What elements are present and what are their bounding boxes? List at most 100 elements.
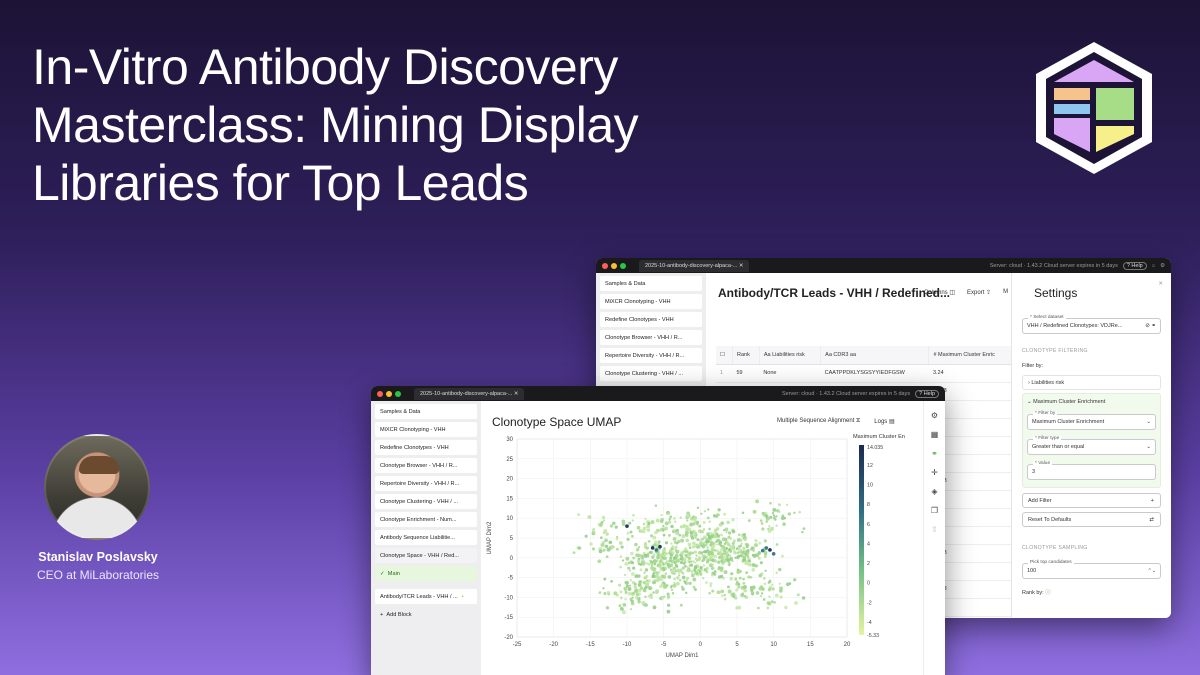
minimize-window-button[interactable]	[611, 262, 617, 269]
liabilities-cell: None	[759, 364, 821, 383]
scatter-point	[751, 585, 756, 589]
column-header-cdr3[interactable]: Aa CDR3 aa	[820, 346, 930, 365]
layers-icon[interactable]: ◈	[931, 487, 938, 496]
column-header-liabilities[interactable]: Aa Liabilities risk	[759, 346, 822, 365]
scatter-point	[680, 550, 685, 555]
scatter-point	[696, 559, 699, 562]
umap-scatter-plot[interactable]: -25 -20 -15 -10 -5 0 5 10 15 20-20-15-10-50510152…	[481, 431, 921, 675]
scatter-point	[721, 562, 725, 566]
scatter-point	[745, 543, 750, 547]
scatter-point	[602, 587, 605, 590]
scatter-point	[659, 561, 664, 566]
logs-button[interactable]: Logs ▤	[874, 419, 895, 425]
sidebar-item-browser[interactable]: Clonotype Browser - VHH / R...	[600, 330, 702, 345]
column-header-rank[interactable]: Rank	[732, 346, 760, 365]
scatter-point	[742, 546, 746, 550]
scatter-point	[725, 530, 728, 534]
scatter-point	[759, 594, 763, 598]
scatter-point	[618, 604, 622, 608]
sidebar-item-clustering[interactable]: Clonotype Clustering - VHH / ...	[600, 366, 702, 381]
toolbar: Columns ◫ Export ⇪ M	[924, 289, 1008, 296]
scatter-point	[693, 565, 698, 569]
columns-button[interactable]: Columns ◫	[924, 290, 956, 296]
crosshair-icon[interactable]: ✛	[931, 468, 938, 477]
sidebar-item-clustering[interactable]: Clonotype Clustering - VHH / ...	[375, 494, 477, 509]
scatter-point	[750, 591, 755, 596]
pick-top-candidates-input[interactable]: Pick top candidates 100 ⌃⌄	[1022, 560, 1161, 579]
sidebar-item-enrichment[interactable]: Clonotype Enrichment - Num...	[375, 512, 477, 527]
colorbar	[859, 445, 864, 635]
close-window-button[interactable]	[377, 390, 383, 397]
select-dataset-field[interactable]: * Select dataset VHH / Redefined Clonoty…	[1022, 315, 1161, 334]
scatter-point	[772, 514, 776, 517]
scatter-point	[743, 537, 747, 542]
add-block-button[interactable]: + Add Block	[380, 611, 412, 618]
notifications-icon[interactable]: ⌂	[1151, 262, 1156, 269]
scatter-point	[731, 592, 736, 597]
scatter-point	[627, 561, 631, 565]
scatter-point	[771, 587, 775, 591]
minimize-window-button[interactable]	[386, 390, 392, 397]
scatter-point	[769, 515, 773, 519]
filter-by-select[interactable]: * Filter by Maximum Cluster Enrichment ⌄	[1027, 411, 1156, 430]
filter-item-enrichment-header[interactable]: ⌄ Maximum Cluster Enrichment	[1027, 399, 1106, 405]
value-input[interactable]: * Value 3	[1027, 461, 1156, 480]
close-icon[interactable]: ✕	[1158, 281, 1163, 287]
scatter-point	[705, 581, 708, 584]
sidebar-item-mixcr[interactable]: MiXCR Clonotyping - VHH	[375, 422, 477, 437]
close-window-button[interactable]	[602, 262, 608, 269]
help-button[interactable]: ? Help	[915, 389, 939, 398]
maximize-window-button[interactable]	[620, 262, 626, 269]
scatter-point	[729, 576, 733, 580]
sidebar-subitem-main[interactable]: ✓ Main	[375, 566, 477, 581]
y-tick-label: 10	[506, 516, 513, 522]
scatter-point	[734, 596, 738, 600]
scatter-point	[686, 565, 689, 569]
reset-defaults-button[interactable]: Reset To Defaults ⇄	[1022, 512, 1161, 527]
sidebar-item-clonotype-space[interactable]: Clonotype Space - VHH / Red...	[375, 548, 477, 563]
layout-icon[interactable]: ▦	[930, 430, 939, 439]
scatter-point	[763, 514, 766, 517]
titlebar: 2025-10-antibody-discovery-alpaca-... ✕ …	[596, 258, 1171, 273]
scatter-point	[727, 548, 731, 552]
filter-type-select[interactable]: * Filter type Greater than or equal ⌄	[1027, 436, 1156, 455]
scatter-point	[632, 566, 636, 570]
sidebar-item-samples[interactable]: Samples & Data	[600, 276, 702, 291]
scatter-point	[775, 515, 778, 518]
colorbar-tick-label: 12	[867, 463, 873, 469]
more-button[interactable]: M	[1003, 289, 1009, 295]
copy-icon[interactable]: ❐	[930, 506, 939, 515]
sidebar-item-diversity[interactable]: Repertoire Diversity - VHH / R...	[375, 476, 477, 491]
column-header-enrichment[interactable]: # Maximum Cluster Enric	[928, 346, 1016, 365]
scatter-point	[602, 531, 606, 535]
filter-item-liabilities[interactable]: › Liabilities risk	[1022, 375, 1161, 390]
export-button[interactable]: Export ⇪	[967, 290, 992, 296]
upload-icon[interactable]: ⇪	[931, 525, 938, 534]
scatter-point	[695, 554, 698, 557]
select-all-checkbox[interactable]: ☐	[716, 346, 733, 365]
scatter-point	[629, 530, 633, 534]
project-tab[interactable]: 2025-10-antibody-discovery-alpaca-... ✕	[639, 259, 750, 272]
sidebar-item-liabilities[interactable]: Antibody Sequence Liabilitie...	[375, 530, 477, 545]
sidebar-item-samples[interactable]: Samples & Data	[375, 404, 477, 419]
scatter-point	[684, 530, 689, 535]
settings-gear-icon[interactable]: ⚙	[1160, 262, 1165, 269]
scatter-point	[663, 595, 666, 598]
sidebar-item-diversity[interactable]: Repertoire Diversity - VHH / R...	[600, 348, 702, 363]
settings-gear-icon[interactable]: ⚙	[930, 411, 939, 420]
project-tab[interactable]: 2025-10-antibody-discovery-alpaca-... ✕	[414, 387, 525, 400]
add-filter-button[interactable]: Add Filter +	[1022, 493, 1161, 508]
sidebar-item-leads[interactable]: Antibody/TCR Leads - VHH / ... •	[375, 589, 477, 604]
sidebar-item-browser[interactable]: Clonotype Browser - VHH / R...	[375, 458, 477, 473]
sidebar-item-redefine[interactable]: Redefine Clonotypes - VHH	[375, 440, 477, 455]
help-button[interactable]: ? Help	[1122, 261, 1147, 270]
scatter-point	[609, 524, 614, 528]
scatter-point	[720, 548, 723, 551]
sidebar-item-redefine[interactable]: Redefine Clonotypes - VHH	[600, 312, 702, 327]
scatter-point	[647, 594, 651, 598]
link-icon[interactable]: ⚭	[931, 449, 938, 458]
table-row[interactable]: 1 59 None CAATPPDKLYSGSYYIEDFGSW 3.24	[716, 364, 1016, 383]
maximize-window-button[interactable]	[395, 390, 401, 397]
msa-button[interactable]: Multiple Sequence Alignment ⧖	[777, 418, 861, 424]
sidebar-item-mixcr[interactable]: MiXCR Clonotyping - VHH	[600, 294, 702, 309]
